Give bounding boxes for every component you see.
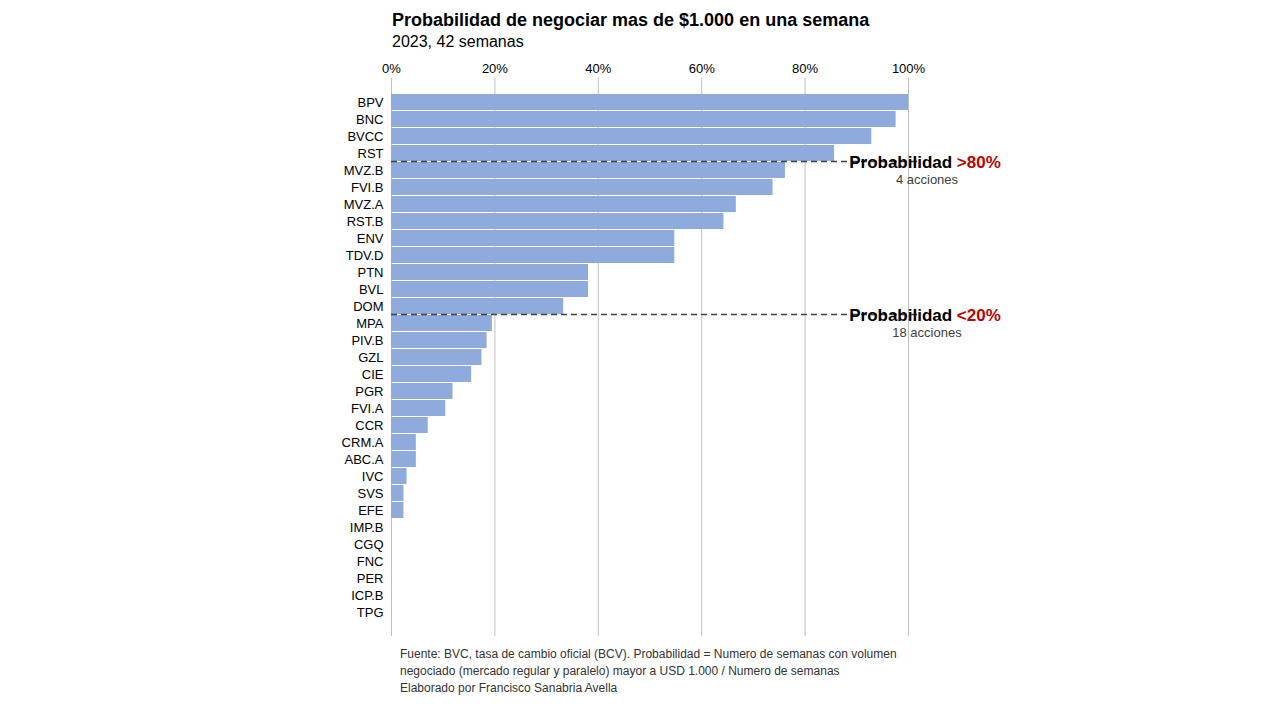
svg-text:BVCC: BVCC <box>347 129 383 144</box>
svg-text:BPV: BPV <box>357 95 383 110</box>
svg-text:CRM.A: CRM.A <box>342 435 384 450</box>
svg-text:MVZ.A: MVZ.A <box>344 197 384 212</box>
svg-text:CCR: CCR <box>355 418 383 433</box>
svg-text:BNC: BNC <box>356 112 383 127</box>
html-text:2023, 42 semanas: 2023, 42 semanas <box>392 33 524 50</box>
svg-text:FVI.A: FVI.A <box>351 401 384 416</box>
svg-text:DOM: DOM <box>353 299 383 314</box>
svg-text:Probabilidad <20%: Probabilidad <20% <box>849 306 1001 325</box>
html-text:Fuente: BVC, tasa de cambio of: Fuente: BVC, tasa de cambio oficial (BCV… <box>400 647 897 661</box>
svg-text:ABC.A: ABC.A <box>344 452 383 467</box>
svg-text:100%: 100% <box>892 61 926 76</box>
svg-text:FNC: FNC <box>357 554 384 569</box>
svg-text:PIV.B: PIV.B <box>351 333 383 348</box>
svg-text:BVL: BVL <box>359 282 384 297</box>
svg-text:CIE: CIE <box>362 367 384 382</box>
svg-text:GZL: GZL <box>358 350 383 365</box>
svg-text:PTN: PTN <box>358 265 384 280</box>
svg-text:MPA: MPA <box>356 316 384 331</box>
html-text:Elaborado por Francisco Sanabr: Elaborado por Francisco Sanabria Avella <box>400 681 618 695</box>
svg-text:MVZ.B: MVZ.B <box>344 163 384 178</box>
svg-text:EFE: EFE <box>358 503 384 518</box>
svg-text:PER: PER <box>357 571 384 586</box>
svg-text:ENV: ENV <box>357 231 384 246</box>
svg-text:TDV.D: TDV.D <box>346 248 384 263</box>
svg-text:20%: 20% <box>482 61 508 76</box>
svg-text:40%: 40% <box>585 61 611 76</box>
svg-text:18 acciones: 18 acciones <box>892 325 962 340</box>
svg-text:RST: RST <box>358 146 384 161</box>
html-text:Probabilidad de negociar mas d: Probabilidad de negociar mas de $1.000 e… <box>392 10 870 30</box>
svg-text:IVC: IVC <box>362 469 384 484</box>
svg-text:RST.B: RST.B <box>347 214 384 229</box>
svg-text:Probabilidad >80%: Probabilidad >80% <box>849 153 1001 172</box>
svg-text:PGR: PGR <box>355 384 383 399</box>
svg-text:0%: 0% <box>382 61 401 76</box>
svg-text:60%: 60% <box>689 61 715 76</box>
svg-text:SVS: SVS <box>357 486 383 501</box>
svg-text:CGQ: CGQ <box>354 537 384 552</box>
svg-text:4 acciones: 4 acciones <box>896 172 959 187</box>
svg-text:80%: 80% <box>792 61 818 76</box>
svg-text:IMP.B: IMP.B <box>350 520 384 535</box>
svg-text:TPG: TPG <box>357 605 384 620</box>
html-text:negociado (mercado regular y p: negociado (mercado regular y paralelo) m… <box>400 664 840 678</box>
svg-text:ICP.B: ICP.B <box>351 588 383 603</box>
svg-text:FVI.B: FVI.B <box>351 180 384 195</box>
